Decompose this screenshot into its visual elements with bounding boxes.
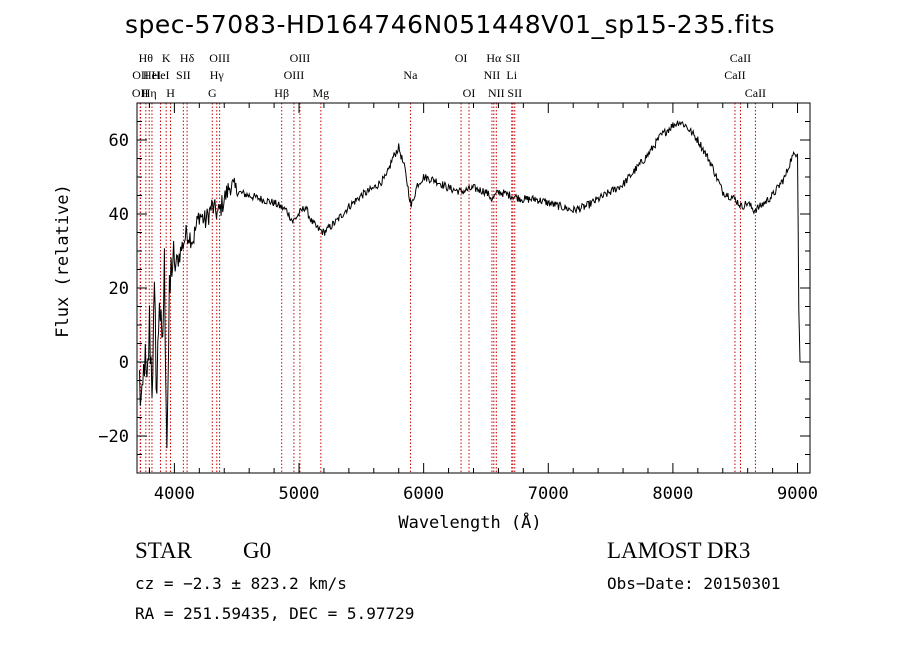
line-marker-labels: OIIOIIHθHηHeIHeIKHSIIHδGHγOIIIHβOIIIOIII…	[132, 51, 766, 100]
x-tick-label: 6000	[403, 484, 444, 504]
line-marker-label: OIII	[290, 51, 311, 65]
object-subclass: G0	[243, 538, 272, 563]
coordinates-text: RA = 251.59435, DEC = 5.97729	[135, 604, 415, 623]
line-marker-label: OIII	[209, 51, 230, 65]
line-marker-label: CaII	[745, 86, 766, 100]
y-axis-label: Flux (relative)	[53, 184, 73, 338]
spectrum-line	[139, 120, 801, 449]
line-marker-label: SII	[507, 86, 522, 100]
x-tick-label: 9000	[777, 484, 818, 504]
line-marker-label: CaII	[730, 51, 751, 65]
line-marker-label: Hβ	[274, 86, 289, 100]
line-marker-label: SII	[506, 51, 521, 65]
line-marker-label: Hα	[486, 51, 502, 65]
line-marker-label: OIII	[284, 68, 305, 82]
line-marker-label: K	[162, 51, 171, 65]
line-markers	[139, 103, 756, 473]
line-marker-label: NII	[484, 68, 501, 82]
chart-title: spec-57083-HD164746N051448V01_sp15-235.f…	[124, 10, 776, 39]
line-marker-label: SII	[176, 68, 191, 82]
y-tick-label: 60	[109, 131, 129, 151]
line-marker-label: OI	[463, 86, 476, 100]
line-marker-label: HeI	[152, 68, 170, 82]
y-tick-label: 40	[109, 205, 129, 225]
line-marker-label: HeI	[143, 68, 161, 82]
y-tick-label: −20	[98, 427, 129, 447]
line-marker-label: NII	[488, 86, 505, 100]
line-marker-label: Hδ	[180, 51, 195, 65]
line-marker-label: H	[166, 86, 175, 100]
y-tick-label: 0	[119, 353, 129, 373]
object-class: STAR	[135, 538, 192, 563]
line-marker-label: Hη	[142, 86, 157, 100]
line-marker-label: Hγ	[210, 68, 225, 82]
x-tick-label: 4000	[154, 484, 195, 504]
line-marker-label: Hθ	[139, 51, 154, 65]
line-marker-label: Mg	[312, 86, 329, 100]
line-marker-label: Li	[506, 68, 517, 82]
y-tick-label: 20	[109, 279, 129, 299]
line-marker-label: G	[208, 86, 217, 100]
line-marker-label: OII	[132, 68, 149, 82]
line-marker-label: OII	[132, 86, 149, 100]
line-marker-label: OI	[455, 51, 468, 65]
axes: 4000 5000 6000 7000 8000 9000 −20 0 20 40 60	[98, 102, 818, 504]
x-tick-label: 5000	[279, 484, 320, 504]
line-marker-label: CaII	[724, 68, 745, 82]
x-tick-label: 8000	[652, 484, 693, 504]
plot-frame	[136, 102, 811, 474]
x-axis-label: Wavelength (Å)	[398, 511, 541, 533]
obs-date-text: Obs−Date: 20150301	[607, 574, 781, 593]
survey-name: LAMOST DR3	[607, 538, 751, 563]
x-tick-label: 7000	[528, 484, 569, 504]
redshift-text: cz = −2.3 ± 823.2 km/s	[135, 574, 347, 593]
line-marker-label: Na	[403, 68, 418, 82]
